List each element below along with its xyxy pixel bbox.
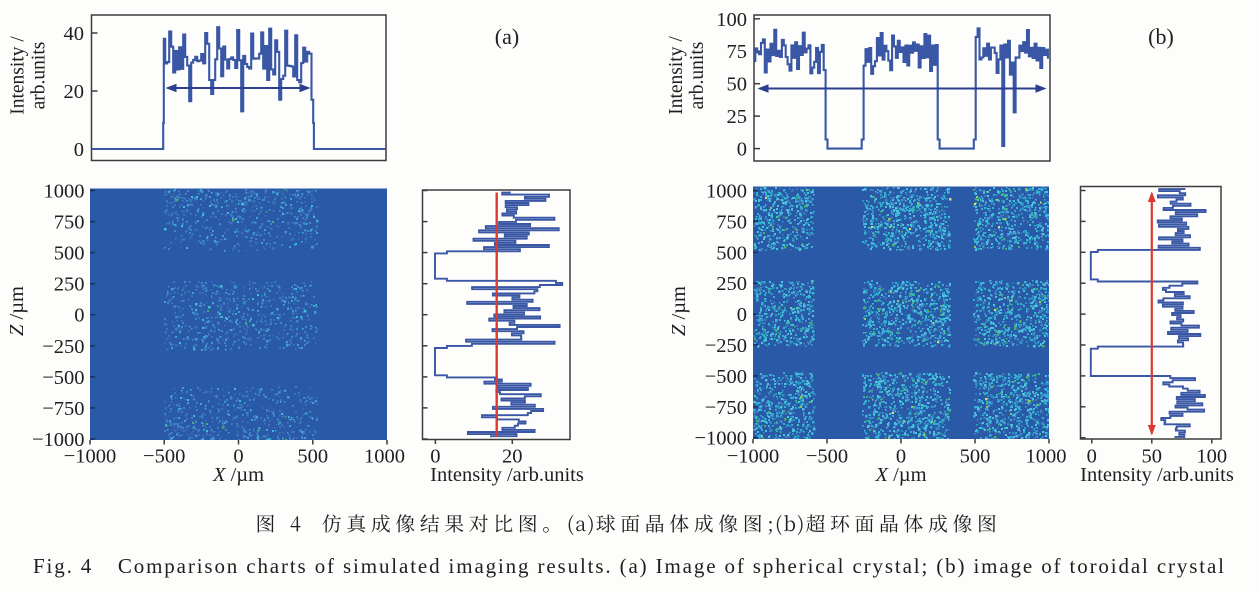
svg-text:1000: 1000 <box>706 181 747 203</box>
svg-text:Fig. 4 Comparison charts of s: Fig. 4 Comparison charts of simulated im… <box>33 554 1224 578</box>
svg-text:750: 750 <box>54 212 85 234</box>
svg-text:75: 75 <box>727 41 748 63</box>
svg-text:50: 50 <box>727 74 748 96</box>
svg-text:1000: 1000 <box>364 446 405 468</box>
svg-text:0: 0 <box>1087 446 1097 468</box>
svg-text:100: 100 <box>1196 446 1227 468</box>
svg-text:750: 750 <box>716 211 747 233</box>
svg-text:250: 250 <box>54 274 85 296</box>
svg-text:20: 20 <box>64 81 85 103</box>
svg-text:0: 0 <box>74 305 84 327</box>
svg-text:500: 500 <box>54 243 85 265</box>
svg-text:Intensity /arb.units: Intensity /arb.units <box>1080 464 1234 486</box>
svg-text:0: 0 <box>430 446 440 468</box>
svg-text:0: 0 <box>896 446 906 468</box>
svg-text:500: 500 <box>297 446 328 468</box>
svg-text:20: 20 <box>502 446 523 468</box>
svg-text:(b): (b) <box>1148 24 1174 49</box>
svg-text:40: 40 <box>64 23 85 45</box>
svg-text:(a): (a) <box>495 24 519 49</box>
svg-text:−750: −750 <box>42 398 84 420</box>
svg-text:−250: −250 <box>42 336 84 358</box>
svg-text:arb.units: arb.units <box>29 42 50 110</box>
svg-text:−1000: −1000 <box>32 429 85 451</box>
svg-text:Z /µm: Z /µm <box>668 286 690 336</box>
svg-text:−500: −500 <box>705 366 747 388</box>
svg-text:50: 50 <box>1142 446 1163 468</box>
svg-text:−500: −500 <box>806 446 848 468</box>
svg-text:X /µm: X /µm <box>874 464 926 486</box>
svg-text:−1000: −1000 <box>64 446 117 468</box>
svg-text:100: 100 <box>716 9 747 31</box>
svg-text:−500: −500 <box>42 367 84 389</box>
svg-text:X /µm: X /µm <box>212 464 264 486</box>
svg-text:500: 500 <box>960 446 991 468</box>
svg-text:−1000: −1000 <box>727 446 780 468</box>
svg-text:25: 25 <box>727 106 748 128</box>
svg-text:500: 500 <box>716 242 747 264</box>
svg-text:1000: 1000 <box>44 181 85 203</box>
svg-text:−500: −500 <box>143 446 185 468</box>
svg-text:0: 0 <box>233 446 243 468</box>
svg-text:Intensity /arb.units: Intensity /arb.units <box>430 464 584 486</box>
svg-text:Intensity /: Intensity / <box>8 36 29 115</box>
svg-text:Intensity /: Intensity / <box>666 36 687 115</box>
svg-text:0: 0 <box>737 139 747 161</box>
svg-text:1000: 1000 <box>1026 446 1067 468</box>
svg-text:−250: −250 <box>705 335 747 357</box>
svg-text:arb.units: arb.units <box>687 42 708 110</box>
svg-text:−750: −750 <box>705 397 747 419</box>
svg-text:250: 250 <box>716 273 747 295</box>
svg-text:Z /µm: Z /µm <box>6 286 28 336</box>
svg-text:−1000: −1000 <box>694 428 747 450</box>
svg-text:0: 0 <box>74 139 84 161</box>
svg-text:0: 0 <box>737 304 747 326</box>
